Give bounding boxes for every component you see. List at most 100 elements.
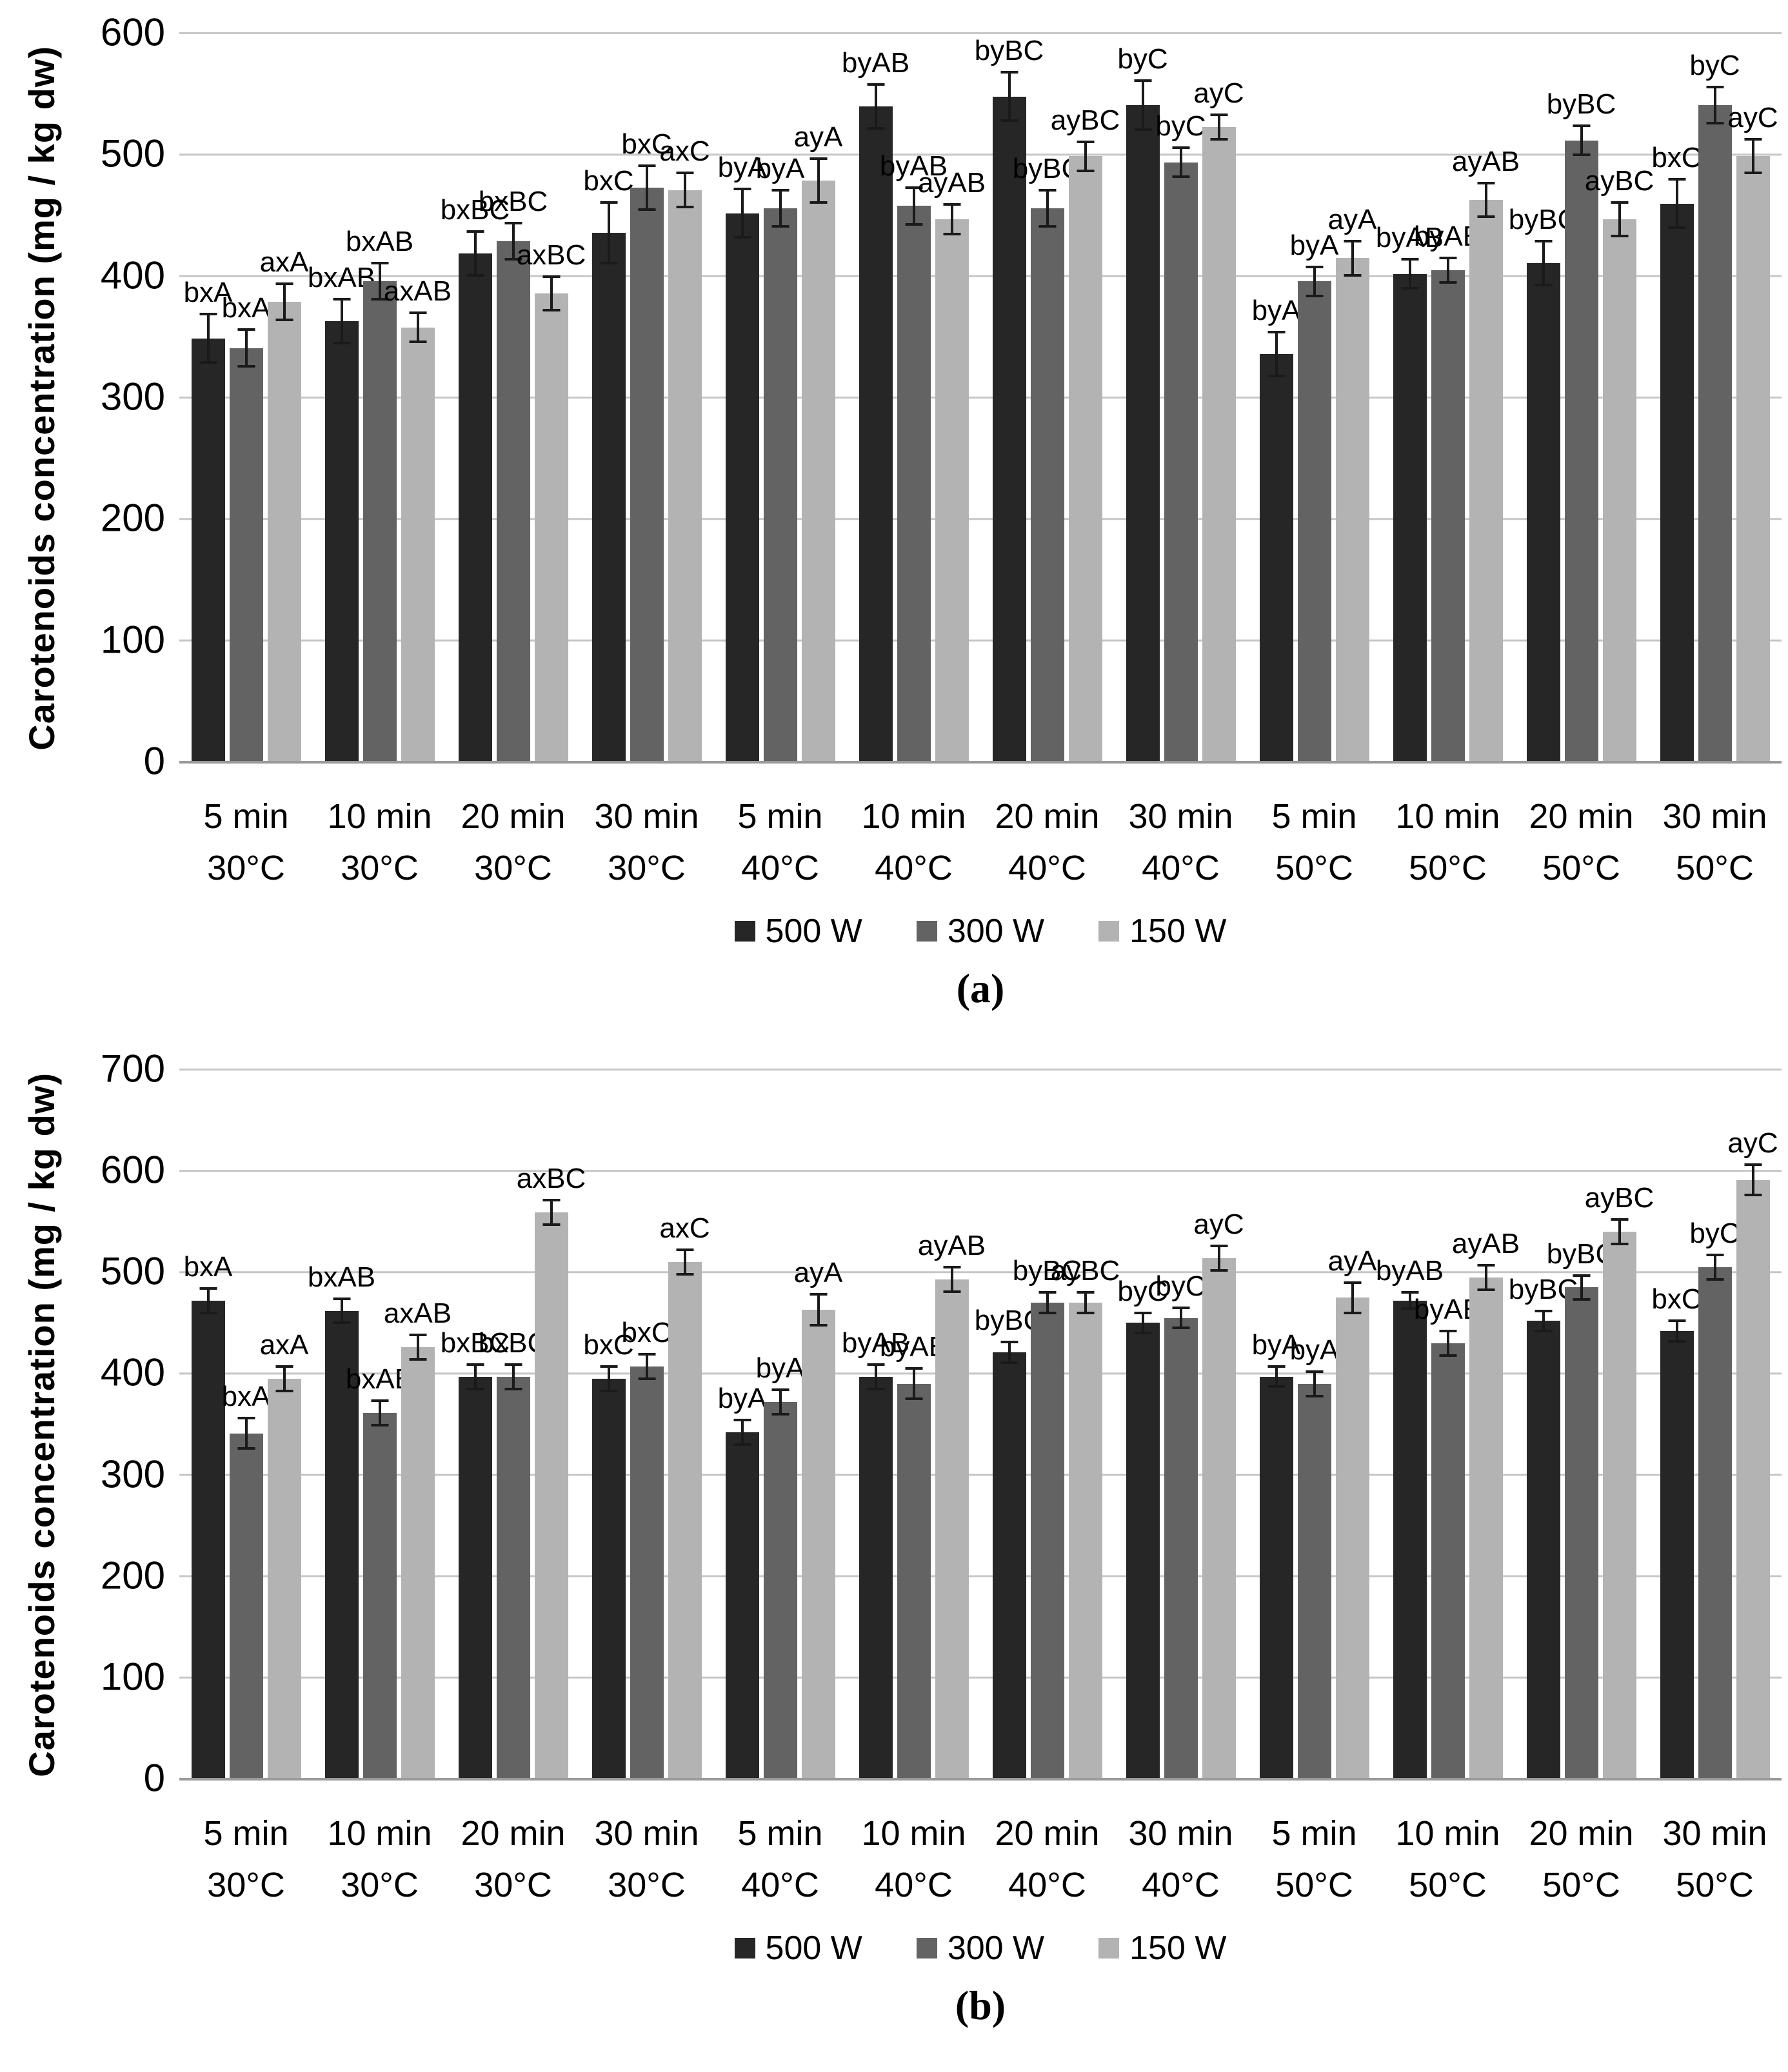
error-bar: [1217, 115, 1220, 139]
x-tick-time: 20 min: [461, 797, 566, 836]
bar-300W-30min30°C: bxC: [621, 1317, 672, 1778]
error-bar-top-cap: [409, 311, 426, 315]
error-bar-bottom-cap: [676, 1273, 693, 1276]
x-tick-temperature: 50°C: [1275, 1866, 1353, 1904]
x-tick-time: 20 min: [461, 1814, 566, 1853]
error-bar-bottom-cap: [1134, 128, 1151, 131]
x-tick-temperature: 50°C: [1542, 849, 1620, 887]
error-bar: [645, 166, 648, 210]
error-bar: [1580, 1275, 1583, 1300]
error-bar: [416, 1335, 419, 1360]
panel-caption: (b): [955, 1982, 1006, 2028]
bar-150W-10min30°C: axAB: [384, 1297, 452, 1778]
bar-500W-5min30°C: bxA: [184, 277, 232, 761]
error-bar-top-cap: [600, 201, 617, 204]
bar-300W-10min40°C: byAB: [880, 1331, 948, 1778]
x-tick-time: 30 min: [1662, 797, 1767, 836]
bar-500W-30min40°C: byC: [1117, 43, 1168, 761]
x-tick-label: 5 min 30°C: [179, 791, 313, 894]
bar-300W-10min50°C: byAB: [1414, 221, 1482, 761]
bar-300W-30min50°C: byC: [1689, 50, 1740, 761]
error-bar-top-cap: [1573, 124, 1590, 128]
bar-150W-10min50°C: ayAB: [1452, 1228, 1520, 1778]
x-axis-items: 5 min 30°C 10 min 30°C 20 min 30°C 30 min 30°C 5…: [179, 1808, 1782, 1911]
bar-300W-5min40°C: byA: [756, 153, 804, 761]
bar-significance-label: ayC: [1727, 1127, 1778, 1159]
bar-150W-30min30°C: axC: [659, 1212, 710, 1778]
error-bar: [1179, 147, 1182, 177]
bar-significance-label: ayA: [1327, 1245, 1377, 1277]
bar-significance-label: axA: [259, 246, 309, 278]
error-bar: [1713, 86, 1716, 124]
error-bar-bottom-cap: [1267, 374, 1285, 377]
error-bar: [550, 1200, 553, 1225]
x-tick-temperature: 40°C: [1142, 849, 1220, 887]
error-bar-bottom-cap: [1744, 172, 1762, 175]
error-bar-top-cap: [542, 1199, 560, 1202]
x-tick-label: 5 min 30°C: [179, 1808, 313, 1911]
y-tick-label: 400: [100, 1350, 165, 1394]
error-bar: [1217, 1246, 1220, 1270]
error-bar-top-cap: [466, 1363, 484, 1366]
error-bar: [512, 1364, 515, 1389]
error-bar-top-cap: [1000, 1341, 1018, 1344]
bar-significance-label: byC: [1117, 43, 1168, 75]
error-bar-top-cap: [810, 157, 827, 160]
y-tick-label: 200: [100, 1554, 165, 1597]
bar-300W-5min50°C: byA: [1290, 230, 1338, 761]
figure-container: Carotenoids concentration (mg / kg dw) 6…: [0, 0, 1788, 2028]
y-axis-title-column: Carotenoids concentration (mg / kg dw): [0, 32, 83, 764]
legend-item: 300 W: [916, 1929, 1044, 1968]
error-bar: [206, 313, 210, 363]
error-bar-bottom-cap: [409, 1358, 426, 1361]
error-bar-bottom-cap: [466, 273, 484, 277]
error-bar: [340, 1298, 343, 1323]
x-tick-time: 20 min: [995, 797, 1100, 836]
chart-panel-a: Carotenoids concentration (mg / kg dw) 6…: [0, 0, 1788, 1012]
bar-500W-30min50°C: bxC: [1651, 1283, 1702, 1778]
error-bar: [1713, 1255, 1716, 1279]
legend-item: 150 W: [1098, 1929, 1226, 1968]
error-bar-top-cap: [1267, 1365, 1285, 1368]
error-bar-bottom-cap: [1477, 215, 1495, 219]
bar-group: byC byC ayC: [1114, 1069, 1247, 1778]
error-bar: [1751, 1165, 1754, 1196]
bar-group: byBC byBC ayBC: [1509, 1069, 1654, 1778]
error-bar: [683, 173, 686, 208]
error-bar-top-cap: [600, 1365, 617, 1368]
error-bar-top-cap: [333, 1297, 350, 1300]
error-bar-bottom-cap: [867, 1387, 884, 1390]
bar-500W-20min30°C: bxBC: [441, 194, 510, 761]
error-bar-bottom-cap: [943, 1290, 960, 1293]
bar-150W-5min30°C: axA: [260, 1329, 308, 1778]
error-bar: [473, 231, 477, 275]
error-bar: [1313, 266, 1316, 296]
y-tick-label: 700: [100, 1047, 165, 1090]
x-tick-time: 10 min: [327, 1814, 432, 1853]
x-tick-temperature: 50°C: [1542, 1866, 1620, 1904]
error-bar: [1751, 139, 1754, 173]
error-bar-top-cap: [1344, 239, 1361, 242]
error-bar-top-cap: [1706, 1254, 1723, 1257]
error-bar-bottom-cap: [1439, 1354, 1456, 1357]
bar-group: bxAB bxAB axAB: [308, 1069, 452, 1778]
error-bar-bottom-cap: [1038, 225, 1056, 228]
bar-significance-label: bxA: [221, 1381, 271, 1413]
error-bar-bottom-cap: [733, 1443, 751, 1446]
bar-significance-label: axA: [259, 1329, 309, 1361]
error-bar-top-cap: [676, 1248, 693, 1252]
bar-significance-label: axBC: [516, 1163, 586, 1195]
bar-150W-30min50°C: ayC: [1727, 102, 1778, 761]
x-tick-label: 10 min 40°C: [847, 791, 980, 894]
error-bar-top-cap: [1668, 177, 1685, 181]
error-bar-bottom-cap: [542, 1223, 560, 1226]
bar-significance-label: byC: [1689, 49, 1740, 81]
caption-row: (a): [0, 965, 1788, 1012]
bar-150W-10min40°C: ayAB: [918, 167, 986, 761]
x-tick-time: 5 min: [1271, 1814, 1357, 1853]
error-bar: [1313, 1371, 1316, 1396]
error-bar: [1580, 126, 1583, 155]
error-bar-top-cap: [1401, 1291, 1418, 1294]
bar-significance-label: bxC: [1651, 1283, 1702, 1316]
error-bar: [1141, 1312, 1144, 1334]
